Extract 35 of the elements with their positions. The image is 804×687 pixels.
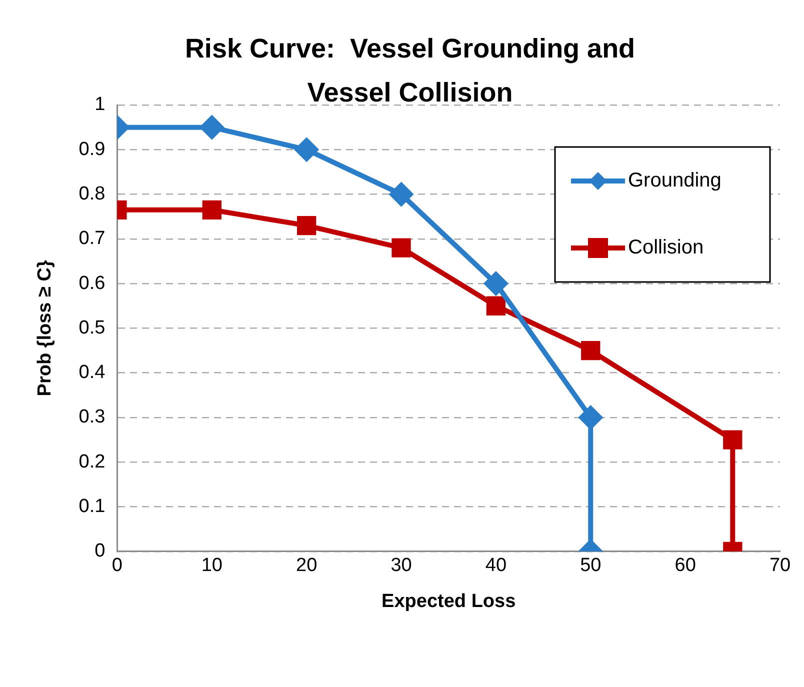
point xyxy=(579,406,602,429)
y-tick-label: 0.8 xyxy=(78,184,106,205)
point xyxy=(297,216,316,236)
legend-label: Collision xyxy=(628,236,704,259)
point xyxy=(390,182,413,206)
point xyxy=(392,238,411,258)
x-tick-label: 10 xyxy=(201,555,222,576)
x-tick-label: 0 xyxy=(112,555,122,576)
y-tick-label: 0.4 xyxy=(78,362,106,384)
point xyxy=(486,296,506,316)
point xyxy=(484,272,508,296)
x-tick-label: 40 xyxy=(485,555,507,576)
point xyxy=(200,116,224,139)
y-tick-label: 0.2 xyxy=(78,451,106,472)
x-tick-label: 60 xyxy=(674,555,696,576)
y-tick-label: 0.1 xyxy=(78,496,106,517)
y-tick-label: 0.9 xyxy=(78,138,106,160)
x-tick-label: 70 xyxy=(769,555,791,576)
x-tick-label: 50 xyxy=(580,555,602,576)
x-tick-label: 20 xyxy=(296,555,318,576)
y-tick-label: 0.3 xyxy=(78,406,106,428)
x-tick-label: 30 xyxy=(390,555,412,576)
point xyxy=(723,430,742,450)
x-axis-title: Expected Loss xyxy=(382,590,516,612)
point xyxy=(295,138,318,162)
point xyxy=(581,340,600,360)
y-tick-label: 0 xyxy=(94,540,106,562)
y-tick-label: 0.5 xyxy=(78,317,106,338)
chart-title: Risk Curve: Vessel Grounding and Vessel Collision xyxy=(184,33,636,108)
y-tick-label: 1 xyxy=(94,94,106,116)
y-axis-title: Prob {loss ≥ C} xyxy=(34,260,56,396)
y-tick-label: 0.7 xyxy=(78,228,106,250)
y-tick-label: 0.6 xyxy=(78,272,106,294)
legend-label: Grounding xyxy=(628,170,722,192)
point xyxy=(202,200,222,220)
